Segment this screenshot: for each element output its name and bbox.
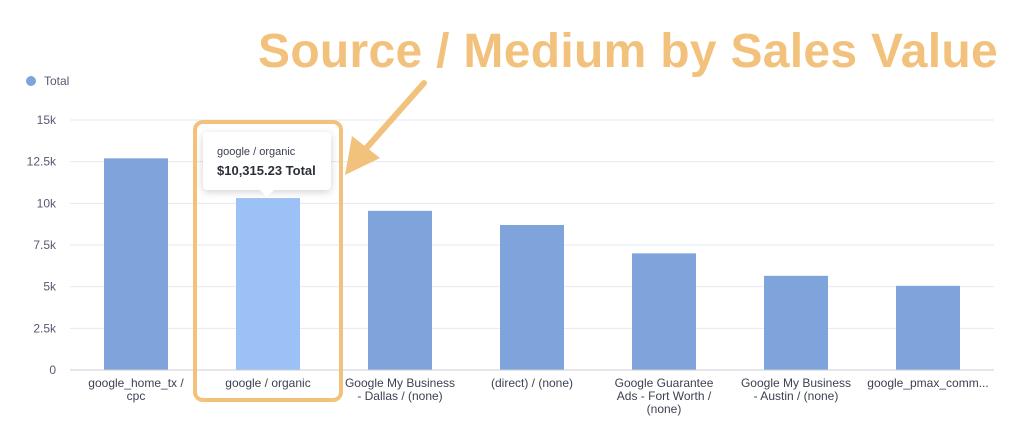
legend-label-total: Total bbox=[44, 74, 70, 88]
x-tick-label: Google My Business - Dallas / (none) bbox=[345, 376, 455, 403]
x-tick-label: google_home_tx / cpc bbox=[88, 376, 184, 403]
highlight-box bbox=[193, 120, 343, 402]
x-axis-tick-labels: google_home_tx / cpc google / organic Googl… bbox=[88, 376, 988, 416]
y-tick-label: 5k bbox=[43, 280, 57, 294]
x-tick-label: google_pmax_comm... bbox=[867, 376, 988, 390]
bar[interactable] bbox=[764, 275, 828, 370]
x-tick-label: (direct) / (none) bbox=[491, 376, 573, 390]
y-tick-label: 12.5k bbox=[27, 155, 57, 169]
y-tick-label: 7.5k bbox=[33, 238, 57, 252]
y-tick-label: 15k bbox=[37, 113, 57, 127]
bar[interactable] bbox=[236, 198, 300, 370]
bar[interactable] bbox=[896, 285, 960, 370]
tooltip-caret bbox=[260, 190, 274, 197]
bar[interactable] bbox=[500, 225, 564, 370]
bar[interactable] bbox=[632, 253, 696, 370]
y-tick-label: 10k bbox=[37, 196, 57, 210]
bar[interactable] bbox=[104, 158, 168, 370]
y-tick-label: 2.5k bbox=[33, 321, 57, 335]
bar[interactable] bbox=[368, 210, 432, 370]
y-tick-label: 0 bbox=[49, 363, 56, 377]
legend[interactable]: Total bbox=[26, 74, 69, 88]
x-tick-label: Google My Business - Austin / (none) bbox=[741, 376, 851, 403]
annotation-arrow bbox=[345, 80, 427, 175]
tooltip-value: $10,315.23 Total bbox=[217, 163, 316, 178]
bars bbox=[104, 158, 960, 370]
x-tick-label: Google Guarantee Ads - Fort Worth / (none) bbox=[615, 376, 714, 416]
tooltip-label: google / organic bbox=[217, 146, 296, 158]
x-tick-label: google / organic bbox=[225, 376, 310, 390]
y-axis-tick-labels: 0 2.5k 5k 7.5k 10k 12.5k 15k bbox=[27, 113, 57, 377]
overlay-title: Source / Medium by Sales Value bbox=[258, 25, 998, 78]
arrow-head bbox=[345, 136, 380, 175]
arrow-shaft bbox=[359, 80, 427, 156]
legend-dot-total bbox=[26, 76, 36, 86]
tooltip: google / organic $10,315.23 Total bbox=[203, 132, 331, 197]
